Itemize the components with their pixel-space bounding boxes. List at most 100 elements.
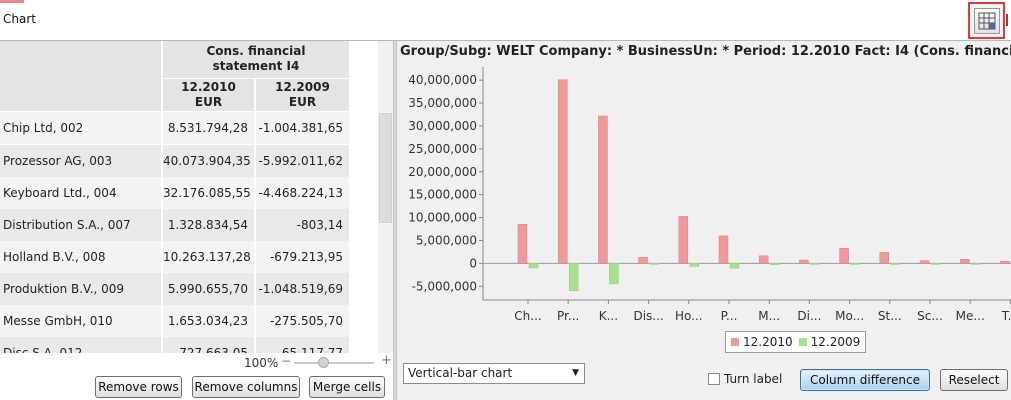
bar-12.2009	[930, 263, 941, 265]
bar-12.2009	[649, 263, 659, 265]
legend-swatch-2010	[731, 338, 739, 346]
x-tick-label: Di...	[797, 309, 821, 323]
x-tick-label: Ho...	[675, 309, 703, 323]
legend-swatch-2009	[798, 338, 807, 346]
legend-label-2010: 12.2010	[743, 335, 793, 349]
bar-12.2009	[769, 263, 780, 265]
x-tick-label: M...	[758, 309, 780, 323]
bar-12.2010	[839, 247, 849, 264]
y-tick-label: 40,000,000	[408, 73, 477, 87]
turn-label-text: Turn label	[724, 372, 783, 386]
table-row[interactable]: Messe GmbH, 010 1.653.034,23 -275.505,70	[0, 305, 349, 337]
table-row[interactable]: Holland B.V., 008 10.263.137,28 -679.213…	[0, 241, 349, 273]
table-row[interactable]: Distribution S.A., 007 1.328.834,54 -803…	[0, 209, 349, 241]
row-label: Keyboard Ltd., 004	[0, 177, 162, 209]
y-tick-label: 25,000,000	[408, 142, 477, 156]
column-period: 12.2010	[181, 80, 236, 94]
bar-12.2009	[890, 263, 901, 265]
bar-12.2010	[758, 255, 769, 264]
dropdown-arrow-icon: ▼	[572, 368, 579, 378]
bar-12.2010	[799, 259, 809, 264]
table-calculator-icon	[973, 7, 1000, 34]
edge-mark	[1006, 14, 1011, 26]
row-label: Prozessor AG, 003	[0, 145, 162, 177]
x-tick-label: Mo...	[835, 309, 864, 323]
bar-12.2009	[528, 263, 539, 269]
x-tick-label: Sc...	[917, 309, 943, 323]
turn-label-option[interactable]: Turn label	[708, 372, 782, 386]
column-currency: EUR	[194, 95, 223, 109]
bar-12.2010	[638, 257, 648, 264]
chart-panel: Group/Subg: WELT Company: * BusinessUn: …	[397, 41, 1011, 400]
cell-value-2009: -1.004.381,65	[256, 112, 349, 144]
zoom-out-icon[interactable]: −	[281, 354, 292, 368]
x-tick-label: P...	[721, 309, 738, 323]
bar-12.2010	[718, 235, 729, 264]
row-label-header	[0, 41, 162, 111]
remove-rows-button[interactable]: Remove rows	[95, 376, 182, 398]
scrollbar-thumb[interactable]	[379, 113, 392, 223]
table-row[interactable]: Keyboard Ltd., 004 32.176.085,55 -4.468.…	[0, 177, 349, 209]
reselect-button[interactable]: Reselect	[940, 369, 1008, 391]
y-tick-label: 10,000,000	[408, 211, 477, 225]
zoom-slider-knob[interactable]	[318, 357, 329, 368]
legend-item-2009: 12.2009	[798, 335, 860, 349]
y-tick-label: 0	[469, 256, 477, 270]
bar-12.2010	[1000, 261, 1010, 264]
bar-12.2010	[879, 252, 890, 264]
title-bar: Chart	[0, 0, 1011, 41]
cell-value-2009: -1.048.519,69	[256, 273, 349, 305]
y-tick-label: 30,000,000	[408, 119, 477, 133]
row-label: Distribution S.A., 007	[0, 209, 162, 241]
bar-12.2009	[568, 263, 579, 292]
y-tick-label: -5,000,000	[412, 279, 477, 293]
cell-value-2010: 1.328.834,54	[163, 209, 255, 241]
cell-value-2009: -5.992.011,62	[256, 145, 349, 177]
column-currency: EUR	[288, 95, 317, 109]
zoom-in-icon[interactable]: +	[381, 353, 392, 368]
cell-value-2010: 40.073.904,35	[163, 145, 255, 177]
row-label: Chip Ltd, 002	[0, 112, 162, 144]
table-calculator-button[interactable]	[968, 2, 1005, 39]
cell-value-2009: -803,14	[256, 209, 349, 241]
remove-columns-button[interactable]: Remove columns	[192, 376, 300, 398]
chart-filter-header: Group/Subg: WELT Company: * BusinessUn: …	[400, 44, 1011, 59]
chart-type-select[interactable]: Vertical-bar chart ▼	[403, 363, 585, 384]
table-row[interactable]: Disc S.A, 012 727.663,05 -65.117,77	[0, 337, 349, 353]
x-tick-label: Ch...	[514, 309, 541, 323]
bar-12.2009	[689, 263, 700, 267]
column-header-2009[interactable]: 12.2009 EUR	[256, 79, 349, 111]
bar-12.2009	[850, 263, 860, 265]
table-row[interactable]: Prozessor AG, 003 40.073.904,35 -5.992.0…	[0, 145, 349, 177]
cell-value-2010: 10.263.137,28	[163, 241, 255, 273]
column-difference-button[interactable]: Column difference	[800, 369, 930, 391]
cell-value-2009: -4.468.224,13	[256, 177, 349, 209]
group-header-text: Cons. financial statement I4	[206, 44, 306, 73]
merge-cells-button[interactable]: Merge cells	[309, 376, 385, 398]
x-tick-label: K...	[599, 309, 618, 323]
y-tick-label: 20,000,000	[408, 165, 477, 179]
table-vertical-scrollbar[interactable]	[378, 41, 393, 353]
cell-value-2010: 727.663,05	[163, 337, 255, 353]
bar-12.2010	[678, 216, 689, 264]
legend-item-2010: 12.2010	[731, 335, 793, 349]
cell-value-2009: -679.213,95	[256, 241, 349, 273]
turn-label-checkbox[interactable]	[708, 373, 720, 385]
x-tick-label: T...	[1001, 309, 1011, 323]
panel-splitter[interactable]	[393, 41, 397, 400]
column-header-2010[interactable]: 12.2010 EUR	[163, 79, 255, 111]
table-row[interactable]: Chip Ltd, 002 8.531.794,28 -1.004.381,65	[0, 112, 349, 144]
zoom-slider-track[interactable]	[294, 362, 374, 364]
cell-value-2010: 8.531.794,28	[163, 112, 255, 144]
row-label: Produktion B.V., 009	[0, 273, 162, 305]
x-tick-label: Dis...	[633, 309, 663, 323]
bar-chart: 40,000,000 35,000,000 30,000,000 25,000,000…	[408, 67, 1011, 323]
cell-value-2009: -65.117,77	[256, 337, 349, 353]
chart-legend: 12.2010 12.2009	[725, 331, 867, 353]
bar-12.2010	[517, 224, 528, 264]
cell-value-2010: 1.653.034,23	[163, 305, 255, 337]
column-period: 12.2009	[275, 80, 330, 94]
table-row[interactable]: Produktion B.V., 009 5.990.655,70 -1.048…	[0, 273, 349, 305]
title-accent	[0, 0, 24, 3]
zoom-control: 100% − +	[0, 353, 393, 373]
